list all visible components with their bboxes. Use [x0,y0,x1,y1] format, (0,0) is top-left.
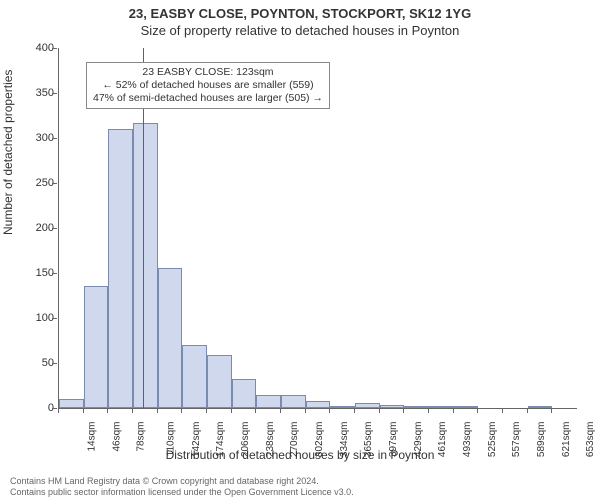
x-tick-mark [329,408,330,413]
x-tick-label: 653sqm [585,422,596,458]
histogram-bar [59,399,84,408]
x-tick-label: 429sqm [413,422,424,458]
y-tick-label: 350 [14,87,54,99]
y-axis-title: Number of detached properties [1,70,15,235]
x-tick-mark [428,408,429,413]
x-tick-label: 493sqm [462,422,473,458]
x-tick-mark [280,408,281,413]
y-tick-mark [52,228,57,229]
x-tick-mark [206,408,207,413]
x-tick-mark [132,408,133,413]
histogram-bar [232,379,257,408]
y-tick-mark [52,363,57,364]
x-tick-label: 206sqm [240,422,251,458]
x-tick-label: 621sqm [561,422,572,458]
x-tick-mark [58,408,59,413]
x-tick-label: 525sqm [487,422,498,458]
x-tick-mark [181,408,182,413]
x-tick-mark [379,408,380,413]
footer-line1: Contains HM Land Registry data © Crown c… [10,476,354,487]
x-tick-label: 46sqm [111,422,122,452]
x-tick-label: 110sqm [165,422,176,457]
chart-title-address: 23, EASBY CLOSE, POYNTON, STOCKPORT, SK1… [0,0,600,21]
histogram-bar [84,286,109,408]
x-tick-mark [107,408,108,413]
x-tick-label: 461sqm [437,422,448,458]
annotation-line2: ← 52% of detached houses are smaller (55… [93,79,323,92]
x-tick-label: 270sqm [289,422,300,458]
y-tick-mark [52,93,57,94]
histogram-bar [429,406,454,408]
annotation-line3: 47% of semi-detached houses are larger (… [93,92,323,105]
y-tick-mark [52,48,57,49]
x-tick-mark [477,408,478,413]
x-tick-label: 302sqm [314,422,325,458]
x-tick-mark [305,408,306,413]
histogram-bar [355,403,380,408]
y-tick-label: 400 [14,42,54,54]
x-tick-label: 334sqm [339,422,350,458]
histogram-bar [158,268,183,408]
histogram-bar [256,395,281,409]
y-tick-mark [52,183,57,184]
y-tick-mark [52,318,57,319]
histogram-bar [281,395,306,409]
y-tick-mark [52,138,57,139]
y-tick-mark [52,408,57,409]
y-tick-label: 50 [14,357,54,369]
x-tick-mark [354,408,355,413]
histogram-bar [207,355,232,408]
y-tick-label: 100 [14,312,54,324]
histogram-bar [306,401,331,408]
x-tick-label: 365sqm [363,422,374,458]
x-tick-mark [453,408,454,413]
x-tick-mark [157,408,158,413]
footer-attribution: Contains HM Land Registry data © Crown c… [10,476,354,498]
x-tick-label: 589sqm [536,422,547,458]
x-tick-mark [231,408,232,413]
x-tick-mark [83,408,84,413]
footer-line2: Contains public sector information licen… [10,487,354,498]
annotation-box: 23 EASBY CLOSE: 123sqm ← 52% of detached… [86,62,330,109]
x-tick-label: 142sqm [191,422,202,458]
x-tick-label: 397sqm [388,422,399,458]
histogram-bar [330,406,355,408]
x-tick-mark [527,408,528,413]
x-tick-mark [551,408,552,413]
y-tick-mark [52,273,57,274]
histogram-bar [108,129,133,408]
y-tick-label: 150 [14,267,54,279]
chart-subtitle: Size of property relative to detached ho… [0,21,600,38]
histogram-bar [528,406,553,408]
histogram-bar [404,406,429,408]
y-tick-label: 0 [14,402,54,414]
annotation-line1: 23 EASBY CLOSE: 123sqm [93,66,323,79]
histogram-bar [133,123,158,408]
x-tick-label: 238sqm [265,422,276,458]
histogram-bar [380,405,405,408]
x-tick-mark [255,408,256,413]
histogram-bar [182,345,207,408]
x-tick-label: 78sqm [136,422,147,452]
x-tick-label: 557sqm [511,422,522,458]
y-tick-label: 250 [14,177,54,189]
x-tick-label: 174sqm [215,422,226,458]
histogram-bar [454,406,479,408]
y-tick-label: 300 [14,132,54,144]
x-tick-label: 14sqm [87,422,98,452]
x-tick-mark [502,408,503,413]
x-tick-mark [403,408,404,413]
y-tick-label: 200 [14,222,54,234]
chart-container: 23, EASBY CLOSE, POYNTON, STOCKPORT, SK1… [0,0,600,500]
